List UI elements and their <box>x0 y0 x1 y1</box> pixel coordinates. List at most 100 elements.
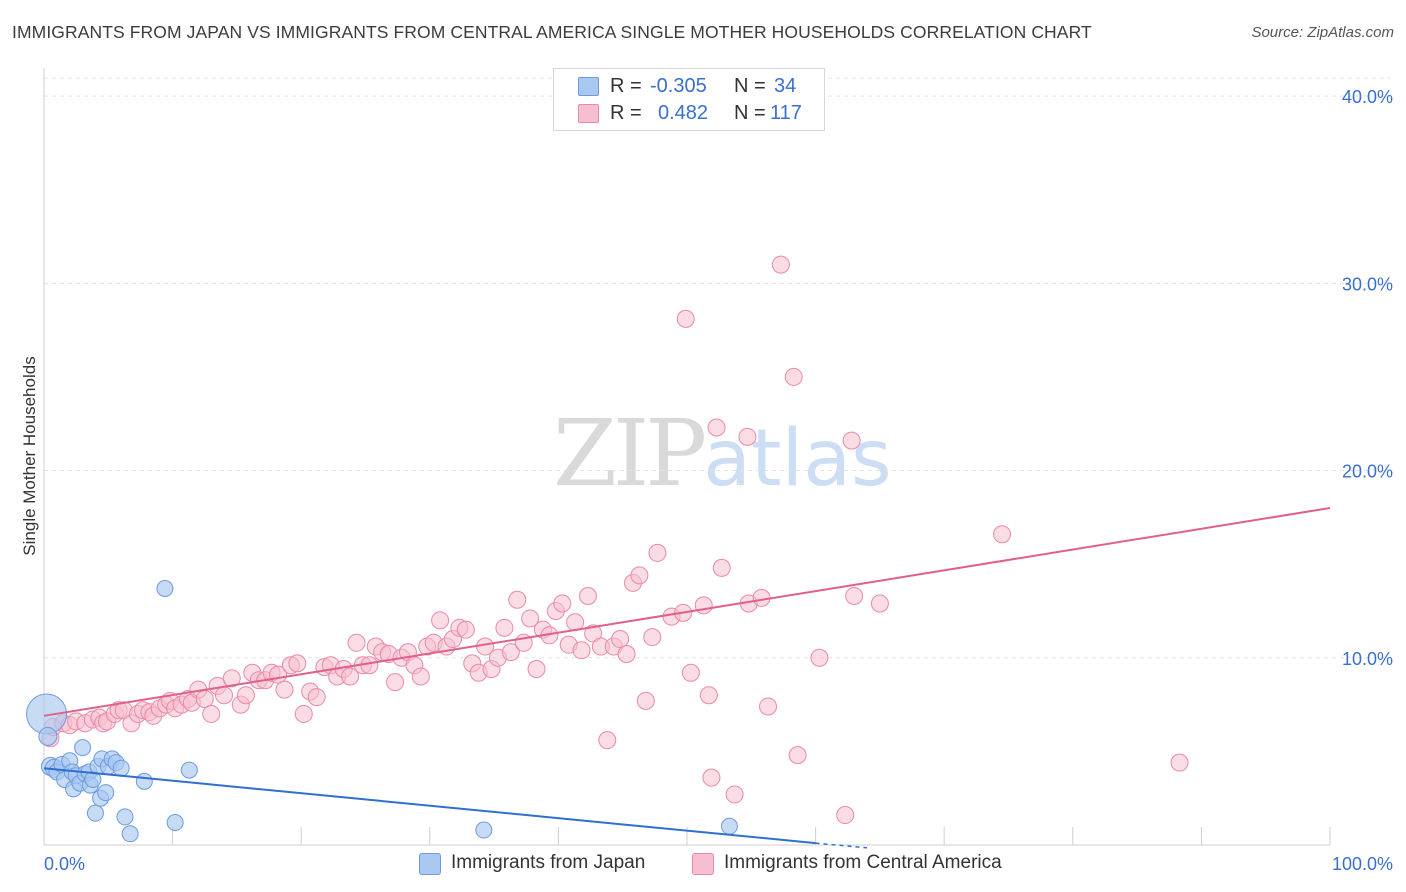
central-america-point <box>386 673 405 692</box>
central-america-point <box>202 704 221 723</box>
central-america-point <box>648 543 667 562</box>
y-tick-label: 20.0% <box>1342 462 1393 482</box>
japan-trend-extension <box>815 842 868 849</box>
central-america-point <box>572 641 591 660</box>
japan-point <box>116 808 134 826</box>
correlation-legend: R = -0.305 N = 34 R = 0.482 N = 117 <box>553 68 825 131</box>
central-america-point <box>360 656 379 675</box>
legend-n-label: N = <box>734 102 766 124</box>
y-tick-label: 30.0% <box>1342 274 1393 294</box>
x-tick-label-min: 0.0% <box>44 854 85 874</box>
central-america-point <box>501 643 520 662</box>
central-america-point <box>347 633 366 652</box>
japan-point <box>166 814 184 832</box>
central-america-point <box>611 630 630 649</box>
watermark: ZIPatlas <box>553 400 892 507</box>
central-america-points <box>41 255 1189 825</box>
japan-point <box>720 817 738 835</box>
watermark-atlas: atlas <box>703 414 892 504</box>
japan-point <box>86 804 104 822</box>
bottom-legend-label-japan: Immigrants from Japan <box>451 852 646 873</box>
central-america-point <box>788 746 807 765</box>
legend-row-central: R = 0.482 N = 117 <box>554 100 824 126</box>
central-america-point <box>215 686 234 705</box>
japan-point <box>135 772 153 790</box>
central-america-point <box>222 669 241 688</box>
japan-trend-line <box>43 767 816 845</box>
watermark-zip: ZIP <box>553 400 707 507</box>
central-america-point <box>845 586 864 605</box>
central-america-point <box>307 688 326 707</box>
legend-swatch-japan <box>578 77 599 96</box>
central-america-point <box>236 686 255 705</box>
x-tick-label-max: 100.0% <box>1332 854 1393 874</box>
japan-point <box>180 761 198 779</box>
central-america-point <box>495 618 514 637</box>
central-america-point <box>694 596 713 615</box>
y-tick-label: 10.0% <box>1342 649 1393 669</box>
central-america-point <box>842 431 861 450</box>
central-america-point <box>738 427 757 446</box>
central-america-point <box>275 680 294 699</box>
central-america-point <box>836 806 855 825</box>
central-america-point <box>725 785 744 804</box>
central-america-trend-line <box>43 507 1331 717</box>
central-america-point <box>870 594 889 613</box>
legend-n-value-japan: 34 <box>774 75 797 97</box>
central-america-point <box>676 309 695 328</box>
central-america-point <box>456 620 475 639</box>
axes <box>43 68 1331 846</box>
japan-points <box>26 579 738 843</box>
trend-lines <box>43 507 1331 849</box>
legend-row-japan: R = -0.305 N = 34 <box>554 73 824 99</box>
japan-point <box>475 821 493 839</box>
japan-point <box>97 784 115 802</box>
central-america-point <box>598 731 617 750</box>
y-tick-label: 40.0% <box>1342 87 1393 107</box>
y-axis-label: Single Mother Households <box>20 356 39 556</box>
legend-r-label: R = <box>610 75 642 97</box>
central-america-point <box>1170 753 1189 772</box>
central-america-point <box>630 566 649 585</box>
japan-point <box>121 825 139 843</box>
central-america-point <box>431 611 450 630</box>
central-america-point <box>521 609 540 628</box>
central-america-point <box>195 689 214 708</box>
central-america-point <box>527 660 546 679</box>
japan-point <box>38 726 58 746</box>
central-america-point <box>759 697 778 716</box>
central-america-point <box>617 645 636 664</box>
legend-n-label: N = <box>734 75 766 97</box>
japan-point <box>74 739 92 757</box>
central-america-point <box>578 586 597 605</box>
japan-point <box>112 759 130 777</box>
central-america-point <box>702 768 721 787</box>
central-america-point <box>288 654 307 673</box>
central-america-point <box>294 704 313 723</box>
central-america-point <box>643 628 662 647</box>
legend-r-value-japan: -0.305 <box>650 75 707 97</box>
legend-swatch-central <box>578 104 599 123</box>
central-america-point <box>699 686 718 705</box>
japan-point <box>156 579 174 597</box>
central-america-point <box>553 594 572 613</box>
central-america-point <box>771 255 790 274</box>
legend-n-value-central: 117 <box>770 102 802 124</box>
central-america-point <box>636 691 655 710</box>
legend-r-value-central: 0.482 <box>658 102 709 124</box>
central-america-point <box>508 590 527 609</box>
bottom-legend-label-central: Immigrants from Central America <box>724 852 1002 873</box>
central-america-point <box>411 667 430 686</box>
chart-title: IMMIGRANTS FROM JAPAN VS IMMIGRANTS FROM… <box>12 22 1092 42</box>
central-america-point <box>810 648 829 667</box>
central-america-point <box>712 558 731 577</box>
central-america-point <box>784 367 803 386</box>
bottom-legend-swatch-central <box>692 853 714 875</box>
legend-r-label: R = <box>610 102 642 124</box>
central-america-point <box>681 663 700 682</box>
bottom-legend-swatch-japan <box>419 853 441 875</box>
central-america-point <box>707 418 726 437</box>
central-america-point <box>752 588 771 607</box>
source-credit: Source: ZipAtlas.com <box>1251 24 1394 41</box>
